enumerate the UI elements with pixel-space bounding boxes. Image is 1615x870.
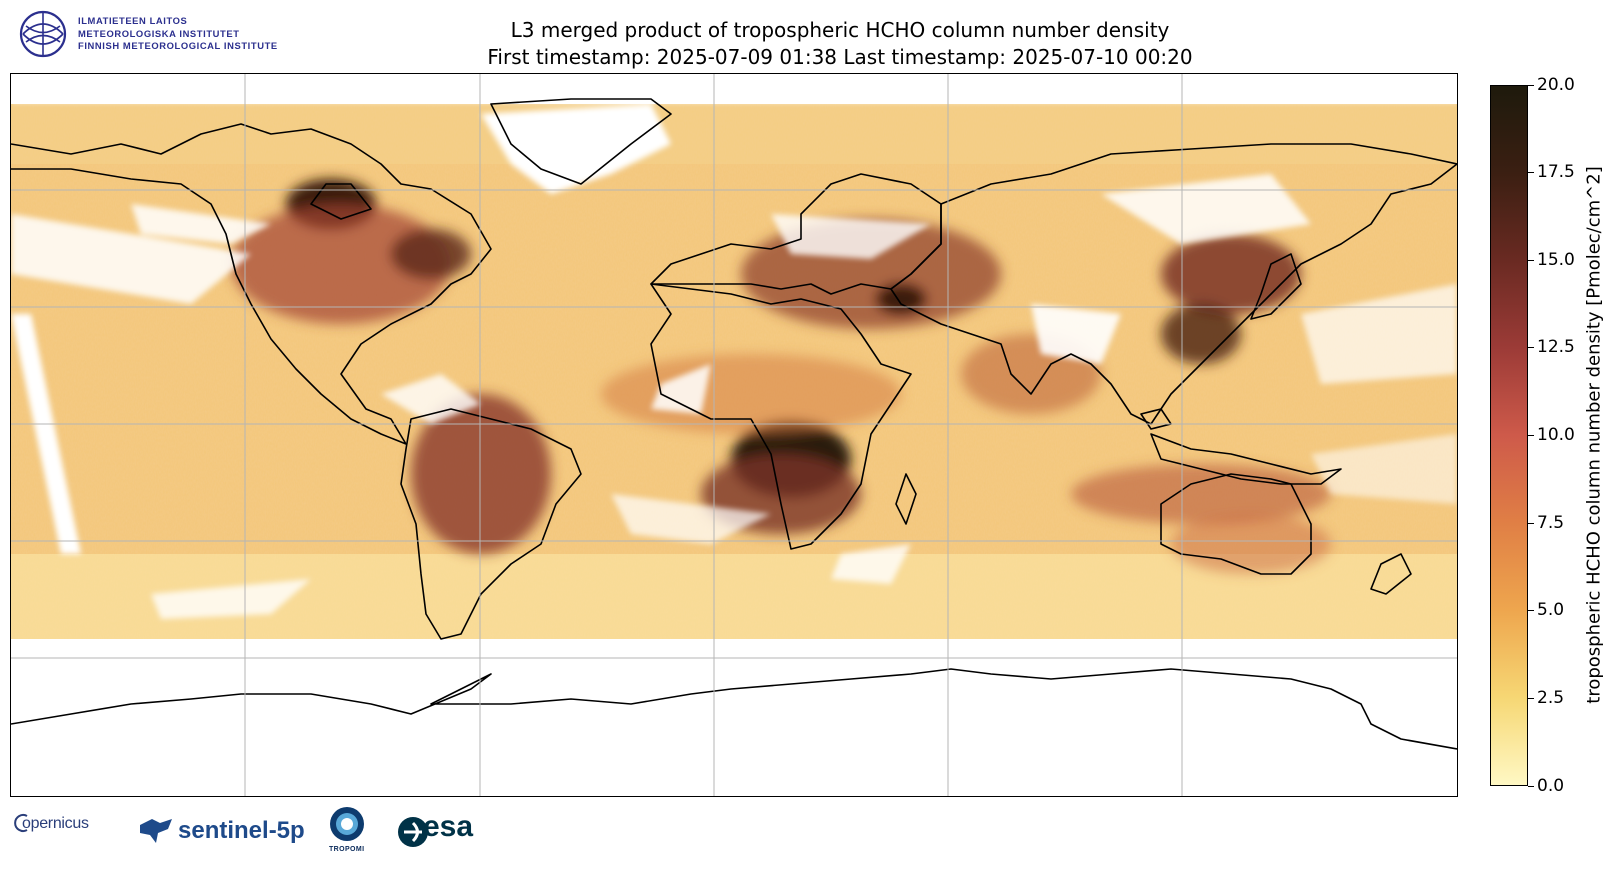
colorbar-tick-mark <box>1528 347 1534 349</box>
colorbar-tick-label: 15.0 <box>1537 249 1575 270</box>
colorbar-tick-mark <box>1528 610 1534 612</box>
colorbar-tick-mark <box>1528 785 1534 787</box>
sentinel-5p-logo: sentinel-5p <box>178 817 305 844</box>
copernicus-text: opernicus <box>22 815 89 832</box>
esa-text: esa <box>423 810 474 843</box>
fmi-line-1: ILMATIETEEN LAITOS <box>78 15 188 26</box>
colorbar-tick: 7.5 <box>1528 513 1588 533</box>
fmi-institute-name: ILMATIETEEN LAITOS METEOROLOGISKA INSTIT… <box>78 15 278 53</box>
colorbar-tick: 2.5 <box>1528 688 1588 708</box>
fmi-line-3: FINNISH METEOROLOGICAL INSTITUTE <box>78 40 278 51</box>
colorbar-gradient <box>1491 86 1527 785</box>
tropomi-eye-icon <box>330 807 364 841</box>
colorbar-tick-mark <box>1528 522 1534 524</box>
missing-data-mask <box>11 74 1457 619</box>
colorbar-tick-mark <box>1528 172 1534 174</box>
colorbar-tick-label: 17.5 <box>1537 162 1575 183</box>
colorbar-tick: 15.0 <box>1528 250 1588 270</box>
colorbar <box>1490 85 1528 786</box>
colorbar-tick-label: 12.5 <box>1537 337 1575 358</box>
colorbar-tick-mark <box>1528 697 1534 699</box>
colorbar-tick-mark <box>1528 84 1534 86</box>
colorbar-tick-label: 5.0 <box>1537 600 1565 621</box>
fmi-line-2: METEOROLOGISKA INSTITUTET <box>78 27 240 39</box>
colorbar-tick: 12.5 <box>1528 337 1588 357</box>
fmi-globe-icon <box>19 10 67 58</box>
colorbar-tick-mark <box>1528 259 1534 261</box>
colorbar-tick: 5.0 <box>1528 600 1588 620</box>
colorbar-tick-label: 2.5 <box>1537 687 1565 708</box>
colorbar-tick-label: 7.5 <box>1537 512 1565 533</box>
map-title: L3 merged product of tropospheric HCHO c… <box>510 18 1170 42</box>
tropomi-text: TROPOMI <box>329 846 365 853</box>
copernicus-c-icon <box>14 814 28 832</box>
colorbar-tick: 0.0 <box>1528 776 1588 796</box>
copernicus-logo: opernicus <box>14 814 89 833</box>
colorbar-tick-label: 0.0 <box>1537 775 1565 796</box>
map-canvas <box>11 74 1457 796</box>
colorbar-tick: 17.5 <box>1528 162 1588 182</box>
world-map <box>10 73 1458 797</box>
hcho-data-field <box>11 74 1457 796</box>
fmi-logo: ILMATIETEEN LAITOS METEOROLOGISKA INSTIT… <box>18 9 318 61</box>
colorbar-tick-label: 10.0 <box>1537 425 1575 445</box>
gridlines <box>11 74 1457 796</box>
colorbar-tick-mark <box>1528 435 1534 436</box>
sentinel-satellite-icon <box>140 819 172 843</box>
colorbar-label: tropospheric HCHO column number density … <box>1583 166 1605 704</box>
esa-globe-icon <box>398 817 428 847</box>
colorbar-tick: 20.0 <box>1528 75 1588 95</box>
colorbar-tick: 10.0 <box>1528 425 1588 445</box>
colorbar-tick-label: 20.0 <box>1537 74 1575 95</box>
hcho-hotspots <box>231 179 1331 574</box>
footer-logos: opernicus sentinel-5p TROPOMI esa <box>14 805 518 865</box>
map-subtitle-timestamps: First timestamp: 2025-07-09 01:38 Last t… <box>487 45 1193 69</box>
coastlines <box>11 98 1457 750</box>
